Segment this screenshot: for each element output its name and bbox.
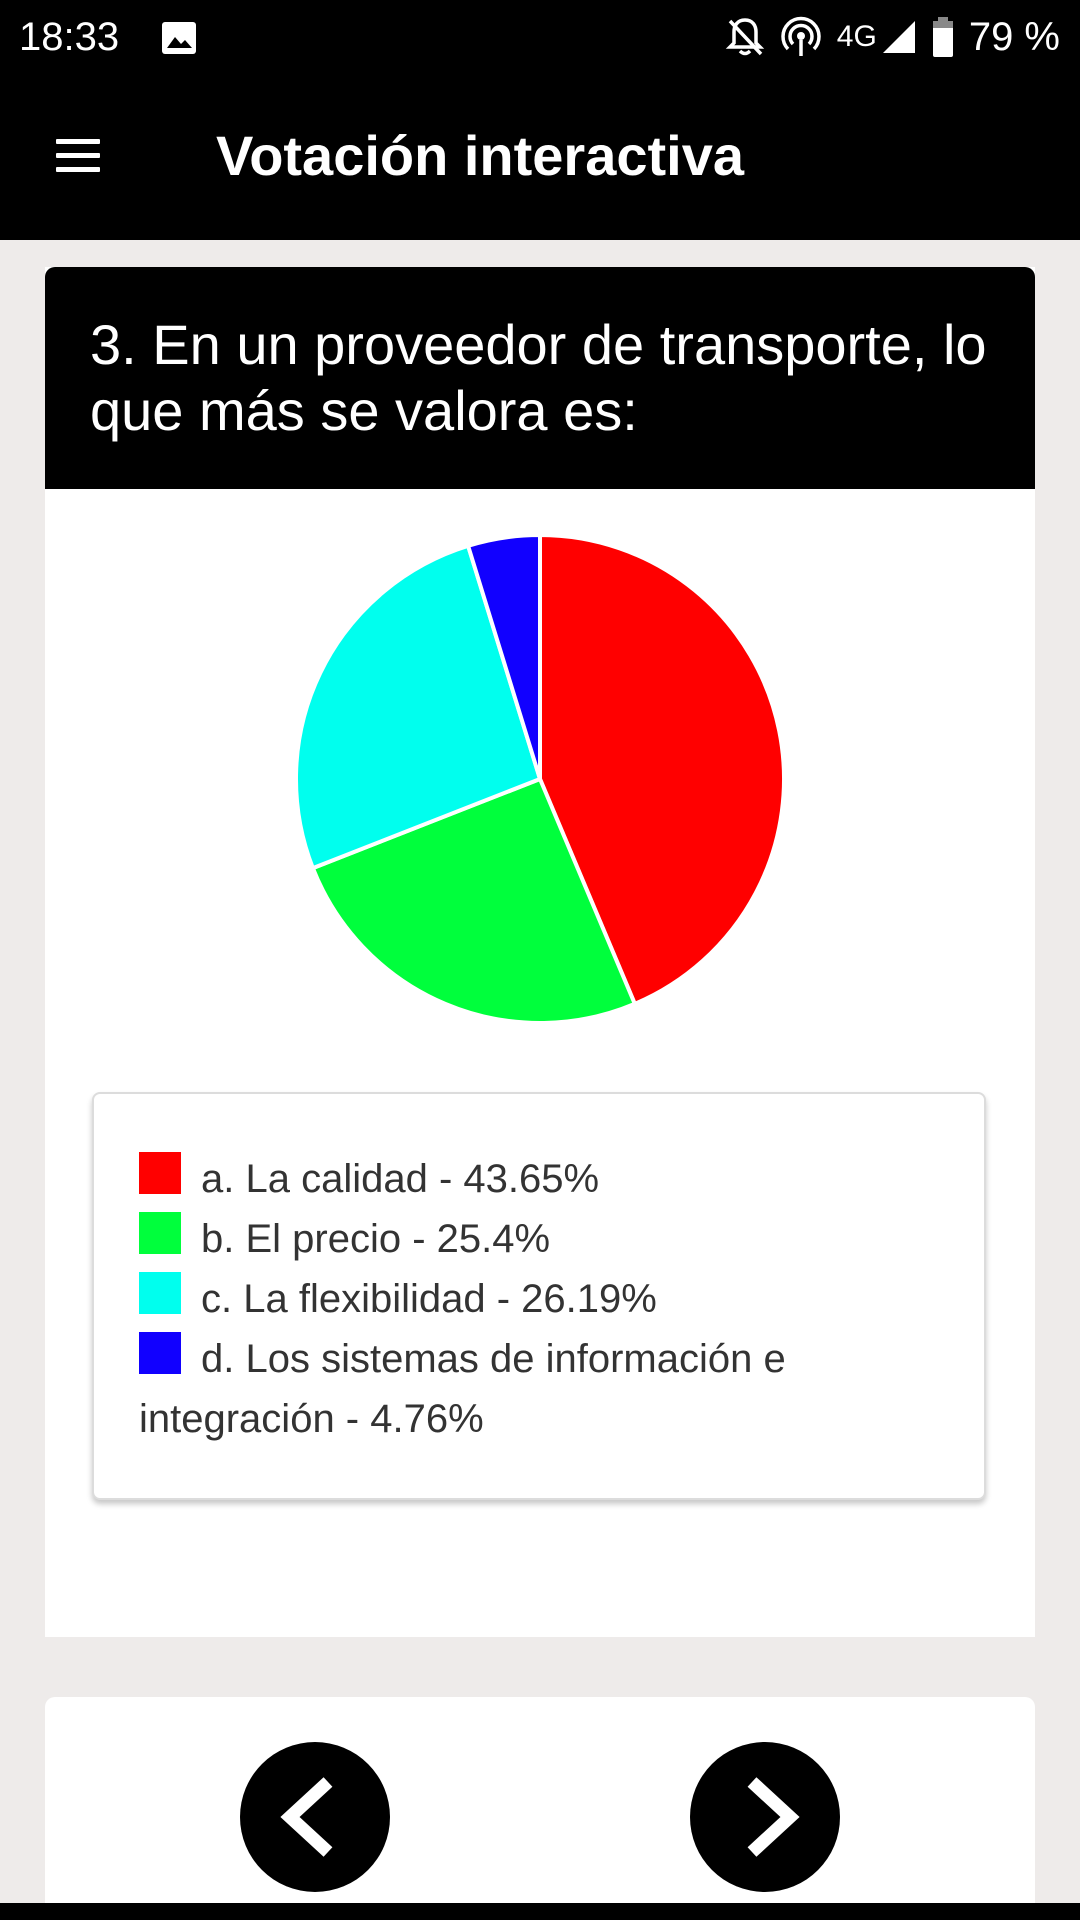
status-icons: 4G 79 %	[725, 12, 1060, 62]
navigation-card	[45, 1697, 1035, 1920]
question-header: 3. En un proveedor de transporte, lo que…	[45, 267, 1035, 489]
pie-chart	[290, 529, 790, 1029]
legend-swatch	[139, 1332, 181, 1374]
legend-item: a. La calidad - 43.65%	[139, 1149, 919, 1209]
status-bar: 18:33	[0, 0, 1080, 75]
gallery-icon	[160, 20, 198, 56]
legend-swatch	[139, 1152, 181, 1194]
signal-icon	[881, 19, 917, 55]
menu-icon[interactable]	[44, 131, 112, 181]
legend-swatch	[139, 1212, 181, 1254]
battery-level: 79 %	[968, 15, 1060, 59]
pie-slice-a	[538, 533, 786, 1006]
hotspot-icon	[779, 16, 823, 58]
network-type: 4G	[836, 20, 877, 53]
app-bar: Votación interactiva	[0, 75, 1080, 240]
pie-slice-b	[310, 777, 637, 1025]
chevron-left-icon	[280, 1777, 333, 1857]
next-button[interactable]	[690, 1742, 840, 1892]
question-text: 3. En un proveedor de transporte, lo que…	[90, 313, 987, 442]
legend-list: a. La calidad - 43.65% b. El precio - 25…	[139, 1149, 919, 1449]
legend-label: b. El precio - 25.4%	[201, 1217, 551, 1261]
legend-label: c. La flexibilidad - 26.19%	[201, 1277, 657, 1321]
legend-item: c. La flexibilidad - 26.19%	[139, 1269, 919, 1329]
pie-slice-c	[293, 543, 542, 871]
legend-label: d. Los sistemas de información e integra…	[139, 1337, 786, 1441]
legend-item: b. El precio - 25.4%	[139, 1209, 919, 1269]
legend-item: d. Los sistemas de información e integra…	[139, 1329, 919, 1449]
pie-chart-svg	[293, 533, 786, 1025]
status-time: 18:33	[19, 15, 120, 59]
navigation-bar-edge	[0, 1903, 1080, 1920]
bell-off-icon	[725, 16, 765, 58]
pie-slice-d	[466, 533, 542, 781]
app-title: Votación interactiva	[216, 124, 745, 187]
chart-legend: a. La calidad - 43.65% b. El precio - 25…	[92, 1092, 986, 1500]
battery-icon	[931, 16, 955, 58]
chevron-right-icon	[747, 1777, 800, 1857]
question-card: 3. En un proveedor de transporte, lo que…	[45, 267, 1035, 1637]
previous-button[interactable]	[240, 1742, 390, 1892]
legend-label: a. La calidad - 43.65%	[201, 1157, 600, 1201]
legend-swatch	[139, 1272, 181, 1314]
